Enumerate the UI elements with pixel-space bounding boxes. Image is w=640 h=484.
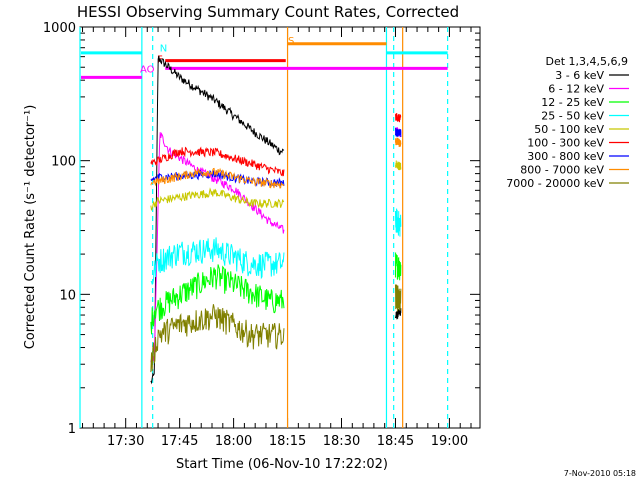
y-tick-label: 1000	[43, 21, 76, 36]
series-line	[394, 284, 402, 312]
series-line	[394, 113, 402, 123]
series-line	[394, 308, 402, 320]
series-line	[394, 127, 402, 137]
legend-entry-label: 3 - 6 keV	[555, 69, 604, 82]
y-tick-label: 1	[68, 422, 76, 437]
y-tick-label: 10	[59, 288, 76, 303]
legend-entry-label: 12 - 25 keV	[541, 96, 604, 109]
series-line	[150, 264, 285, 335]
series-line	[394, 137, 402, 147]
x-tick-label: 17:45	[161, 434, 198, 449]
legend-entry-label: 100 - 300 keV	[527, 137, 604, 150]
flag-annotation: S	[288, 36, 294, 47]
x-tick-label: 18:30	[323, 434, 360, 449]
legend-entry-label: 50 - 100 keV	[534, 123, 604, 136]
x-tick-label: 17:30	[107, 434, 144, 449]
series-line	[150, 187, 285, 211]
x-tick-label: 18:15	[269, 434, 306, 449]
series-line	[394, 208, 402, 237]
series-line	[395, 160, 402, 171]
x-axis-label: Start Time (06-Nov-10 17:22:02)	[176, 457, 388, 472]
flag-annotation: N	[160, 44, 167, 55]
x-tick-label: 19:00	[431, 434, 468, 449]
legend-entry-label: 300 - 800 keV	[527, 150, 604, 163]
plot-area: 17:30 17:45 18:00 18:15 18:30 18:45 19:00 1 10 10…	[43, 21, 481, 449]
chart-title: HESSI Observing Summary Count Rates, Cor…	[77, 3, 459, 21]
series-line	[394, 252, 402, 281]
series-line	[150, 55, 285, 385]
y-axis-label: Corrected Count Rate (s⁻¹ detector⁻¹)	[23, 105, 38, 350]
y-tick-label: 100	[51, 155, 76, 170]
series-line	[150, 167, 285, 189]
x-tick-label: 18:45	[377, 434, 414, 449]
timestamp-footer: 7-Nov-2010 05:18	[564, 469, 636, 478]
series-line	[150, 237, 285, 286]
legend-entry-label: 6 - 12 keV	[548, 83, 604, 96]
series-line	[150, 146, 285, 177]
legend-title: Det 1,3,4,5,6,9	[545, 55, 628, 68]
legend-entry-label: 7000 - 20000 keV	[506, 177, 604, 190]
legend-entry-label: 800 - 7000 keV	[520, 164, 604, 177]
x-tick-label: 18:00	[215, 434, 252, 449]
flag-annotation: AO	[140, 64, 155, 75]
series-line	[150, 304, 285, 373]
legend-entry-label: 25 - 50 keV	[541, 110, 604, 123]
